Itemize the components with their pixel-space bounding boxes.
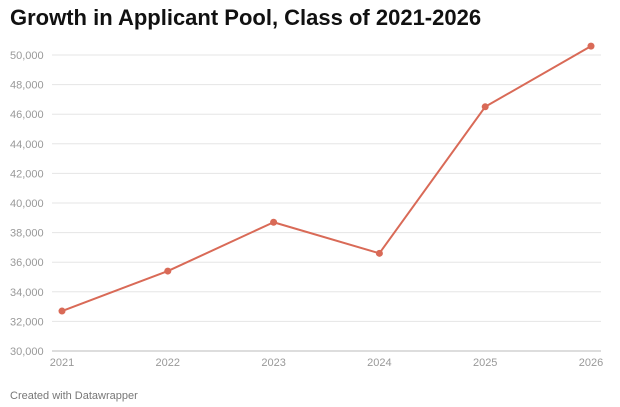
series (58, 42, 595, 315)
data-point (164, 267, 172, 275)
data-point (481, 103, 489, 111)
y-tick-label: 48,000 (10, 80, 44, 92)
y-tick-label: 32,000 (10, 316, 44, 328)
data-point (375, 249, 383, 257)
x-tick-label: 2025 (473, 357, 497, 369)
y-tick-label: 30,000 (10, 346, 44, 358)
x-tick-label: 2026 (579, 357, 603, 369)
x-axis: 2021 2022 2023 2024 2025 2026 (50, 357, 603, 369)
y-tick-label: 36,000 (10, 257, 44, 269)
grid-lines (52, 54, 601, 352)
y-tick-label: 46,000 (10, 109, 44, 121)
x-tick-label: 2022 (156, 357, 180, 369)
x-tick-label: 2023 (261, 357, 285, 369)
y-tick-label: 44,000 (10, 139, 44, 151)
credit-text: Created with Datawrapper (10, 390, 138, 402)
y-tick-label: 38,000 (10, 228, 44, 240)
chart-title: Growth in Applicant Pool, Class of 2021-… (10, 5, 482, 30)
y-tick-label: 50,000 (10, 50, 44, 62)
y-axis: 30,000 32,000 34,000 36,000 38,000 40,000 42,0… (10, 50, 44, 358)
data-point (58, 307, 66, 315)
x-tick-label: 2024 (367, 357, 391, 369)
data-point (587, 42, 595, 50)
y-tick-label: 34,000 (10, 287, 44, 299)
series-line (61, 45, 592, 312)
data-point (270, 218, 278, 226)
y-tick-label: 42,000 (10, 168, 44, 180)
x-tick-label: 2021 (50, 357, 74, 369)
y-tick-label: 40,000 (10, 198, 44, 210)
